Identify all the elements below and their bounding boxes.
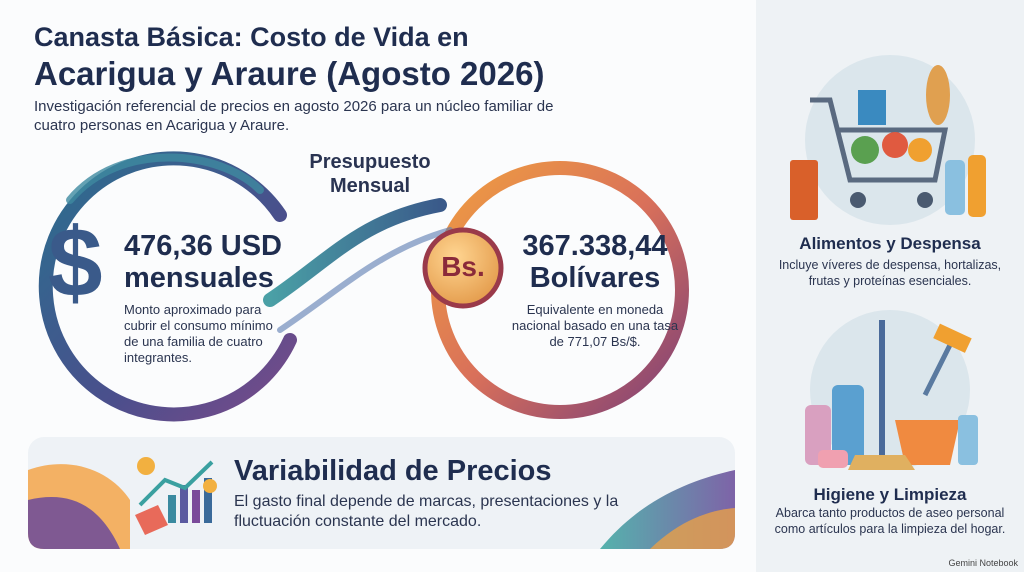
usd-amount: 476,36 USD: [124, 230, 282, 262]
bs-unit: Bolívares: [529, 262, 661, 294]
card-text: Incluye víveres de despensa, hortalizas,…: [778, 258, 1002, 288]
bs-amount: 367.338,44: [522, 230, 668, 262]
title: Canasta Básica: Costo de Vida en: [34, 22, 469, 52]
swoosh-thin: [277, 227, 453, 333]
variability-text: El gasto final depende de marcas, presen…: [234, 493, 619, 530]
cleaning-illustration: [805, 310, 978, 470]
chart-icon: [135, 457, 217, 535]
usd-symbol: $: [48, 207, 103, 317]
title: Acarigua y Araure (Agosto 2026): [34, 55, 545, 92]
swoosh: [263, 198, 447, 307]
card-title: Higiene y Limpieza: [813, 485, 967, 504]
usd-unit: mensuales: [124, 262, 274, 294]
groceries-illustration: [790, 55, 986, 225]
usd-arc: [66, 153, 264, 204]
usd-description: Monto aproximado para cubrir el consumo …: [124, 302, 273, 365]
bs-symbol: Bs.: [441, 251, 485, 282]
card-title: Alimentos y Despensa: [799, 234, 981, 253]
budget-heading: Presupuesto Mensual: [309, 151, 431, 197]
variability-title: Variabilidad de Precios: [234, 455, 552, 487]
banner-wave: [650, 508, 735, 549]
card-text: Abarca tanto productos de aseo personal …: [774, 506, 1006, 536]
bs-coin: [422, 227, 504, 309]
bs-description: Equivalente en moneda nacional basado en…: [511, 302, 679, 349]
banner-wave: [28, 497, 120, 549]
footer-badge: Gemini Notebook: [948, 558, 1018, 568]
subtitle: Investigación referencial de precios en …: [34, 98, 554, 134]
